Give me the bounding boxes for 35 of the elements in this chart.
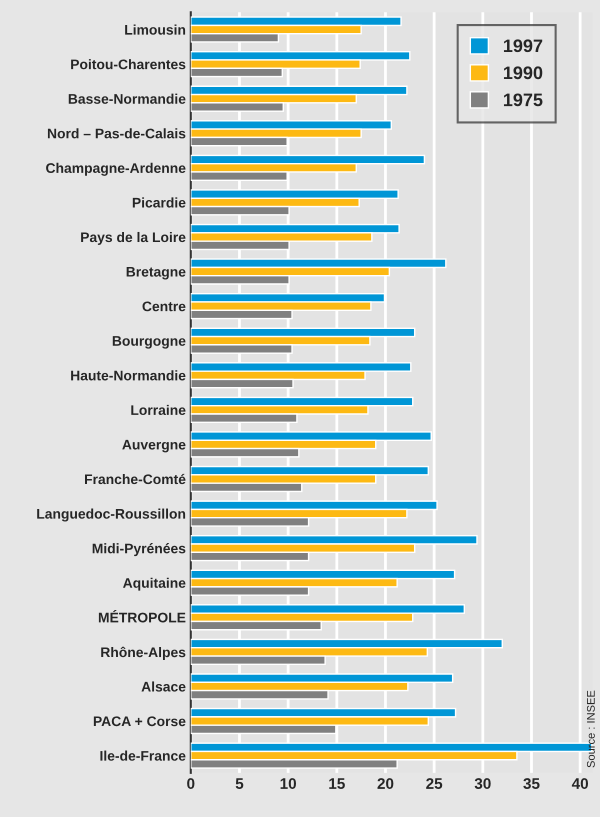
x-tick-label: 10: [280, 778, 296, 789]
y-tick-label: Basse-Normandie: [68, 94, 186, 104]
y-tick-label: Midi-Pyrénées: [92, 543, 186, 556]
y-tick-label: Franche-Comté: [85, 474, 186, 484]
y-tick-label: Rhône-Alpes: [101, 646, 186, 660]
y-tick-label: Ile-de-France: [100, 750, 186, 761]
y-tick-label: Alsace: [142, 681, 186, 692]
x-tick-label: 35: [523, 778, 540, 789]
x-tick-label: 15: [329, 778, 345, 789]
y-tick-label: Poitou-Charentes: [71, 59, 186, 70]
legend-label: 1997: [504, 39, 542, 52]
y-tick-label: Languedoc-Roussillon: [37, 508, 186, 522]
legend-label: 1990: [504, 66, 542, 80]
legend-label: 1975: [504, 93, 542, 106]
y-tick-label: Bourgogne: [112, 336, 186, 349]
x-tick-label: 30: [474, 778, 491, 789]
y-tick-label: Champagne-Ardenne: [46, 162, 186, 176]
y-tick-label: Haute-Normandie: [71, 370, 186, 380]
y-tick-label: Bretagne: [126, 267, 186, 280]
y-tick-label: Pays de la Loire: [81, 232, 186, 245]
y-tick-label: Centre: [142, 301, 186, 312]
y-tick-label: Aquitaine: [123, 578, 186, 591]
x-tick-label: 5: [236, 778, 244, 789]
annotation: Source : INSEE: [586, 690, 595, 768]
y-tick-label: Nord – Pas-de-Calais: [48, 128, 186, 138]
x-tick-label: 40: [572, 778, 588, 789]
x-tick-label: 20: [378, 778, 394, 789]
x-tick-label: 25: [426, 778, 442, 789]
x-tick-label: 0: [187, 778, 194, 789]
y-tick-label: Lorraine: [131, 404, 186, 416]
y-tick-label: Picardie: [132, 197, 186, 208]
y-tick-label: Auvergne: [122, 440, 186, 452]
y-tick-label: MÉTROPOLE: [98, 610, 186, 622]
y-tick-label: PACA + Corse: [94, 716, 186, 726]
y-tick-label: Limousin: [125, 24, 186, 35]
